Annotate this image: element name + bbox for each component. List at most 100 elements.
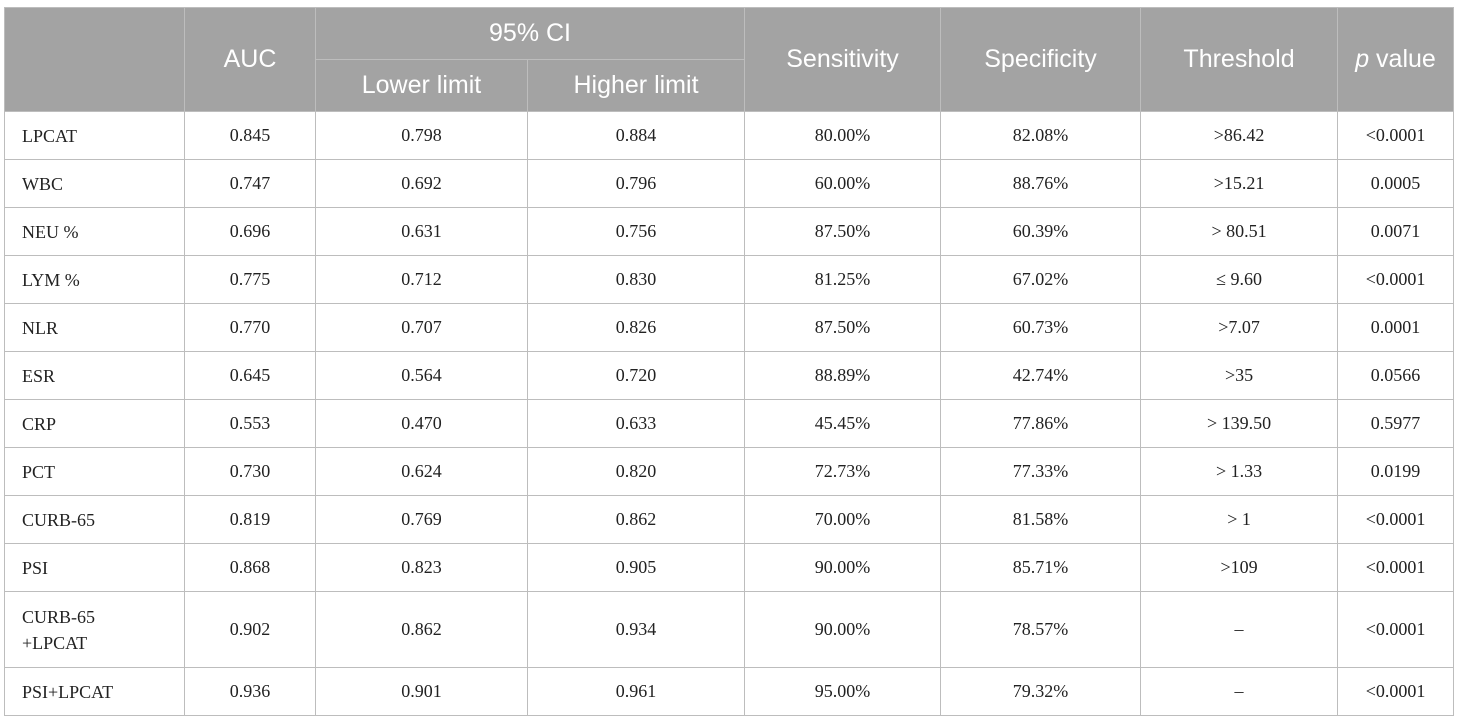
row-label-cell: NLR	[4, 303, 185, 352]
p-value-cell: <0.0001	[1337, 667, 1455, 716]
header-specificity: Specificity	[940, 7, 1142, 112]
auc-cell: 0.770	[184, 303, 316, 352]
auc-cell: 0.696	[184, 207, 316, 256]
threshold-cell: > 80.51	[1140, 207, 1339, 256]
lower-limit-cell: 0.624	[315, 447, 528, 496]
sensitivity-cell: 90.00%	[744, 543, 942, 592]
lower-limit-cell: 0.798	[315, 111, 528, 160]
row-label-cell: CURB-65	[4, 495, 185, 544]
lower-limit-cell: 0.631	[315, 207, 528, 256]
higher-limit-cell: 0.884	[526, 111, 746, 160]
threshold-cell: –	[1140, 667, 1339, 716]
row-label-cell: CRP	[4, 399, 185, 448]
row-label: PCT	[22, 461, 56, 482]
specificity-cell: 60.73%	[940, 303, 1142, 352]
header-p-rest: value	[1369, 45, 1436, 73]
row-label: NEU %	[22, 221, 79, 242]
header-blank	[4, 7, 185, 112]
table-row: NLR 0.770 0.707 0.826 87.50% 60.73% >7.07 0.000…	[4, 303, 1455, 352]
threshold-cell: ≤ 9.60	[1140, 255, 1339, 304]
higher-limit-cell: 0.756	[526, 207, 746, 256]
sensitivity-cell: 60.00%	[744, 159, 942, 208]
higher-limit-cell: 0.820	[526, 447, 746, 496]
auc-cell: 0.645	[184, 351, 316, 400]
higher-limit-cell: 0.633	[526, 399, 746, 448]
threshold-cell: > 139.50	[1140, 399, 1339, 448]
table-row: CURB-65 +LPCAT 0.902 0.862 0.934 90.00% 78.57%…	[4, 591, 1455, 668]
lower-limit-cell: 0.470	[315, 399, 528, 448]
auc-cell: 0.747	[184, 159, 316, 208]
threshold-cell: >7.07	[1140, 303, 1339, 352]
higher-limit-cell: 0.826	[526, 303, 746, 352]
table-row: LPCAT 0.845 0.798 0.884 80.00% 82.08% >86.42 <0…	[4, 111, 1455, 160]
table-row: PSI+LPCAT 0.936 0.901 0.961 95.00% 79.32% – <0.…	[4, 667, 1455, 716]
table-row: PCT 0.730 0.624 0.820 72.73% 77.33% > 1.33 0.01…	[4, 447, 1455, 496]
table-body: LPCAT 0.845 0.798 0.884 80.00% 82.08% >86.42 <0…	[4, 111, 1455, 716]
table-row: PSI 0.868 0.823 0.905 90.00% 85.71% >109 <0.000…	[4, 543, 1455, 592]
row-label: PSI+LPCAT	[22, 681, 114, 702]
row-label-cell: PCT	[4, 447, 185, 496]
row-label: +LPCAT	[22, 632, 88, 653]
threshold-cell: >86.42	[1140, 111, 1339, 160]
p-value-cell: 0.0001	[1337, 303, 1455, 352]
threshold-cell: >15.21	[1140, 159, 1339, 208]
auc-cell: 0.775	[184, 255, 316, 304]
sensitivity-cell: 87.50%	[744, 303, 942, 352]
roc-results-table: AUC 95% CI Sensitivity Specificity Thres…	[4, 7, 1455, 716]
row-label: WBC	[22, 173, 64, 194]
sensitivity-cell: 72.73%	[744, 447, 942, 496]
p-value-cell: 0.0199	[1337, 447, 1455, 496]
auc-cell: 0.553	[184, 399, 316, 448]
lower-limit-cell: 0.692	[315, 159, 528, 208]
sensitivity-cell: 88.89%	[744, 351, 942, 400]
row-label: PSI	[22, 557, 49, 578]
auc-cell: 0.868	[184, 543, 316, 592]
threshold-cell: > 1	[1140, 495, 1339, 544]
table-row: NEU % 0.696 0.631 0.756 87.50% 60.39% > 80.51 0…	[4, 207, 1455, 256]
threshold-cell: –	[1140, 591, 1339, 668]
sensitivity-cell: 90.00%	[744, 591, 942, 668]
row-label: NLR	[22, 317, 58, 338]
row-label: LYM %	[22, 269, 80, 290]
lower-limit-cell: 0.862	[315, 591, 528, 668]
row-label: CURB-65	[22, 606, 96, 627]
header-higher-limit: Higher limit	[526, 59, 746, 112]
lower-limit-cell: 0.564	[315, 351, 528, 400]
higher-limit-cell: 0.862	[526, 495, 746, 544]
p-value-cell: 0.0566	[1337, 351, 1455, 400]
p-value-cell: <0.0001	[1337, 495, 1455, 544]
row-label: CRP	[22, 413, 57, 434]
higher-limit-cell: 0.796	[526, 159, 746, 208]
lower-limit-cell: 0.712	[315, 255, 528, 304]
p-value-cell: <0.0001	[1337, 255, 1455, 304]
table-row: LYM % 0.775 0.712 0.830 81.25% 67.02% ≤ 9.60 <0…	[4, 255, 1455, 304]
header-sensitivity: Sensitivity	[744, 7, 942, 112]
specificity-cell: 78.57%	[940, 591, 1142, 668]
row-label-cell: LYM %	[4, 255, 185, 304]
p-value-cell: 0.0071	[1337, 207, 1455, 256]
auc-cell: 0.936	[184, 667, 316, 716]
specificity-cell: 42.74%	[940, 351, 1142, 400]
table-row: WBC 0.747 0.692 0.796 60.00% 88.76% >15.21 0.00…	[4, 159, 1455, 208]
sensitivity-cell: 80.00%	[744, 111, 942, 160]
higher-limit-cell: 0.934	[526, 591, 746, 668]
higher-limit-cell: 0.961	[526, 667, 746, 716]
lower-limit-cell: 0.707	[315, 303, 528, 352]
row-label: LPCAT	[22, 125, 78, 146]
specificity-cell: 67.02%	[940, 255, 1142, 304]
specificity-cell: 85.71%	[940, 543, 1142, 592]
sensitivity-cell: 95.00%	[744, 667, 942, 716]
specificity-cell: 77.86%	[940, 399, 1142, 448]
higher-limit-cell: 0.720	[526, 351, 746, 400]
lower-limit-cell: 0.901	[315, 667, 528, 716]
header-p-value: p value	[1337, 7, 1455, 112]
auc-cell: 0.819	[184, 495, 316, 544]
header-lower-limit: Lower limit	[315, 59, 528, 112]
sensitivity-cell: 81.25%	[744, 255, 942, 304]
table-header: AUC 95% CI Sensitivity Specificity Thres…	[4, 7, 1455, 112]
specificity-cell: 79.32%	[940, 667, 1142, 716]
row-label-cell: LPCAT	[4, 111, 185, 160]
lower-limit-cell: 0.823	[315, 543, 528, 592]
threshold-cell: > 1.33	[1140, 447, 1339, 496]
header-threshold: Threshold	[1140, 7, 1339, 112]
